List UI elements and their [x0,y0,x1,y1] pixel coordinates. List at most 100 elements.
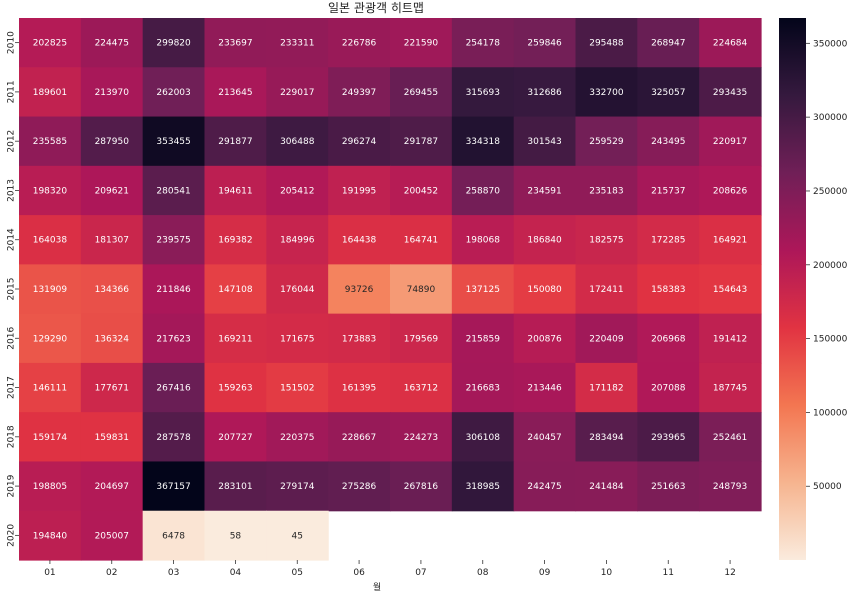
cell-label: 242475 [527,482,561,492]
heatmap-cell [266,264,329,315]
cell-label: 191995 [342,186,376,196]
y-tick-label: 2014 [7,228,17,251]
heatmap-cell [699,264,762,315]
cell-label: 249397 [342,88,376,98]
heatmap-cell [513,264,577,315]
cell-label: 172411 [589,285,623,295]
heatmap-cell [142,461,206,512]
colorbar-tick-label: 350000 [813,39,848,49]
cell-label: 240457 [527,433,561,443]
y-tick-label: 2017 [7,376,17,399]
cell-label: 299820 [156,39,191,49]
heatmap-cell [328,362,391,413]
cell-label: 150080 [527,285,562,295]
heatmap-cell [575,362,638,413]
heatmap-cell [513,165,577,216]
heatmap-cell [142,362,206,413]
heatmap-cell [637,412,700,463]
colorbar-tick-label: 200000 [813,261,848,271]
y-tick-label: 2016 [7,327,17,350]
heatmap-cell [142,215,206,265]
heatmap-cell [328,412,391,463]
heatmap-cell [266,461,329,512]
heatmap-cell [204,18,267,68]
heatmap-cell [513,116,577,167]
cell-label: 315693 [466,88,500,98]
cell-label: 58 [230,531,242,541]
x-axis: 01 02 03 04 05 06 07 08 09 10 11 12 [44,560,736,578]
heatmap-cell [513,215,577,265]
cell-label: 93726 [345,285,374,295]
cell-label: 287950 [95,137,130,147]
cell-label: 159831 [95,433,129,443]
y-tick-label: 2012 [7,130,17,153]
heatmap-cell [513,18,577,68]
heatmap-cell [513,362,577,413]
cell-label: 191412 [713,334,747,344]
colorbar-ticks: 50000 100000 150000 200000 250000 300000 35000… [806,39,848,492]
heatmap-cell [266,215,329,265]
cell-label: 216683 [466,384,500,394]
heatmap-cell [390,313,453,364]
heatmap-cell [637,461,700,512]
cell-label: 206968 [651,334,686,344]
cell-label: 171182 [589,384,623,394]
cell-label: 207727 [218,433,252,443]
heatmap-cell [19,215,82,265]
cell-label: 159174 [33,433,68,443]
y-axis: 2010 2011 2012 2013 2014 2015 2016 2017 2018 2019… [7,31,19,547]
heatmap-cell [513,67,577,118]
cell-label: 189601 [33,88,67,98]
cell-label: 198068 [466,236,501,246]
cell-label: 194611 [218,186,252,196]
cell-label: 200452 [404,186,438,196]
heatmap-cell [19,461,82,512]
colorbar-tick-label: 300000 [813,113,848,123]
cell-label: 293435 [713,88,747,98]
cell-label: 217623 [156,334,190,344]
cell-label: 267816 [404,482,439,492]
cell-label: 45 [292,531,303,541]
x-tick-label: 02 [106,568,117,578]
heatmap-cell [142,18,206,68]
heatmap-cell [637,362,700,413]
cell-label: 129290 [33,334,68,344]
heatmap-cell [19,18,82,68]
cell-label: 213970 [95,88,130,98]
cell-label: 306108 [466,433,501,443]
cell-label: 200876 [527,334,562,344]
y-tick-label: 2019 [7,474,17,497]
cell-label: 161395 [342,384,376,394]
heatmap-cell [699,18,762,68]
heatmap-cell [19,510,82,561]
cell-label: 306488 [280,137,315,147]
chart-title: 일본 관광객 히트맵 [328,1,424,15]
cell-label: 283494 [589,433,624,443]
cell-label: 202825 [33,39,67,49]
heatmap-cell [19,116,82,167]
x-tick-label: 10 [601,568,613,578]
cell-label: 291787 [404,137,438,147]
heatmap-cell [266,67,329,118]
cell-label: 233311 [280,39,314,49]
cell-label: 291877 [218,137,252,147]
heatmap-cell [19,412,82,463]
cell-label: 279174 [280,482,315,492]
x-tick-label: 09 [539,568,551,578]
heatmap-cell [204,165,267,216]
cell-label: 239575 [156,236,190,246]
cell-label: 6478 [162,531,185,541]
cell-label: 146111 [33,384,67,394]
cell-label: 283101 [218,482,252,492]
heatmap-cell [80,165,144,216]
heatmap-cell [80,510,144,561]
cell-label: 164921 [713,236,747,246]
colorbar [779,18,806,560]
cell-label: 204697 [95,482,129,492]
cell-label: 205412 [280,186,314,196]
cell-label: 235183 [589,186,623,196]
heatmap-cell [390,116,453,167]
cell-label: 215859 [466,334,501,344]
heatmap-cell [204,313,267,364]
cell-label: 367157 [156,482,190,492]
